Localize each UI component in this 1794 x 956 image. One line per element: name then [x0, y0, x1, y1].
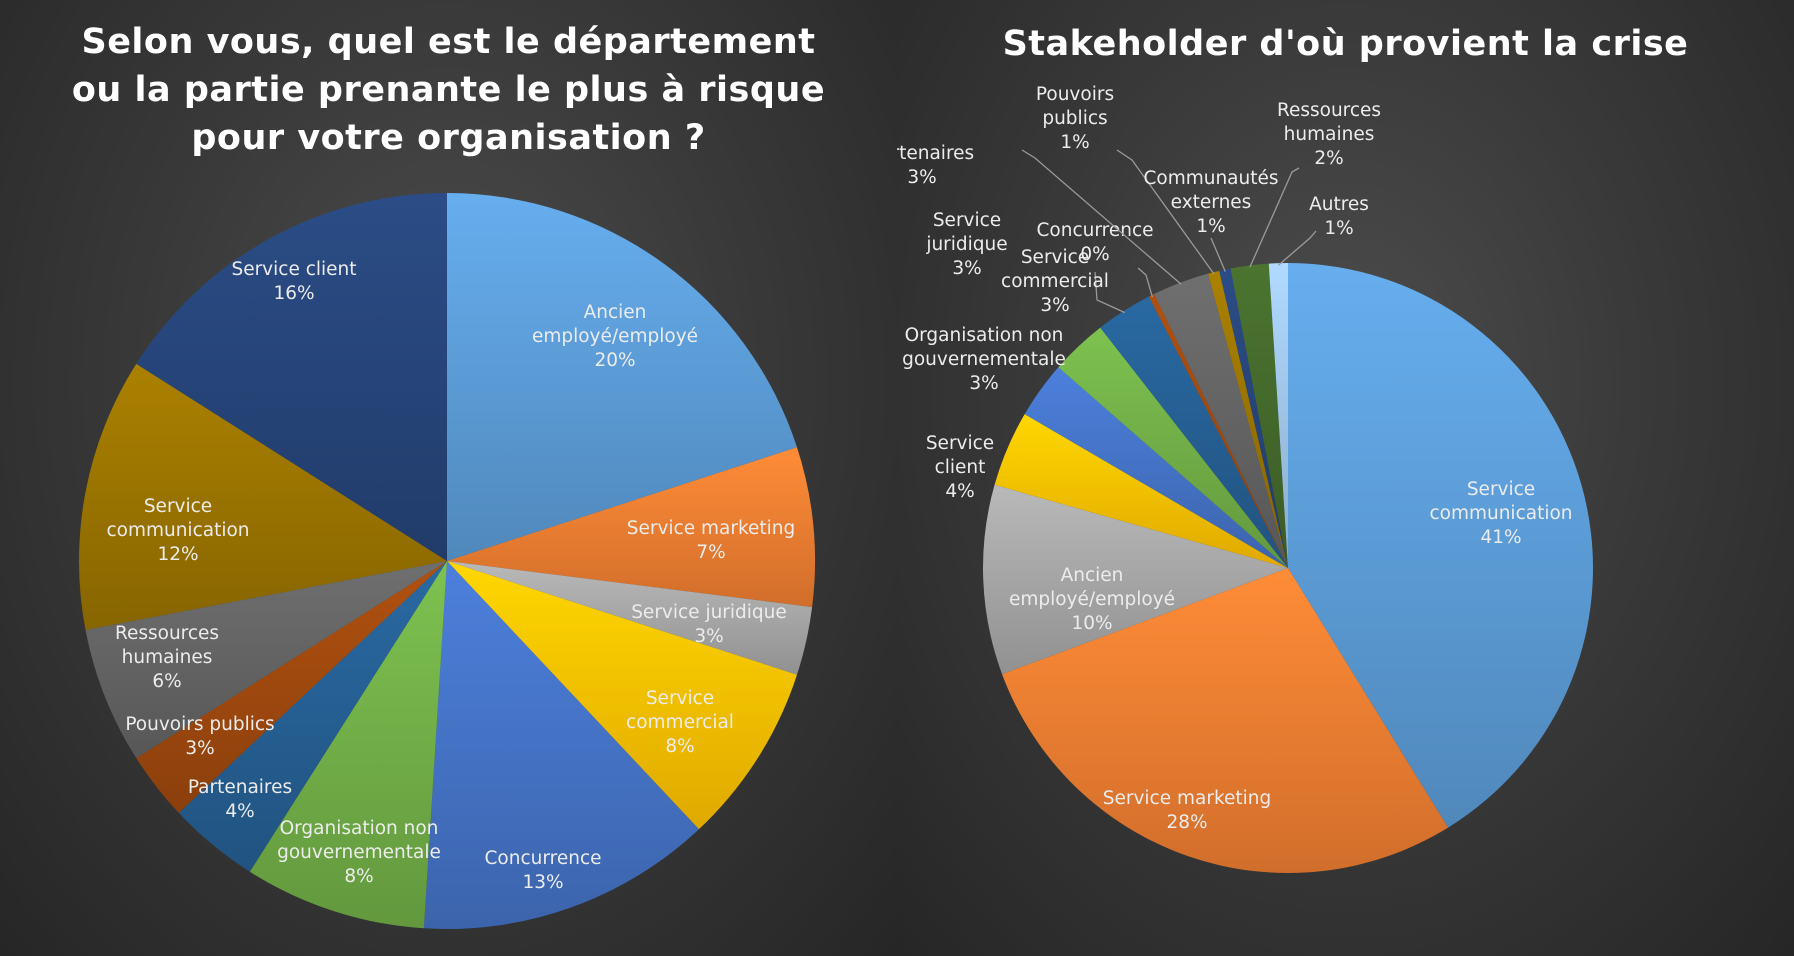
pie-slice-ancien-employe-employe — [447, 193, 797, 561]
pie-slice-service-marketing — [447, 447, 816, 608]
data-label-service-client: Service client 4% — [926, 433, 994, 502]
pie-slice-organisation-non-gouvernementale — [1024, 367, 1288, 568]
data-label-pouvoirs-publics: Pouvoirs publics 3% — [125, 714, 274, 759]
pie-slice-service-commercial — [447, 561, 797, 830]
pie-slice-partenaires — [1154, 273, 1288, 568]
leader-line-service-commercial — [1094, 271, 1126, 314]
data-label-ancien-employe-employe: Ancien employé/employé 10% — [1009, 565, 1175, 634]
data-label-autres: Autres 1% — [1309, 194, 1369, 239]
pie-slice-service-communication — [1288, 263, 1593, 828]
data-label-partenaires: Partenaires 4% — [188, 777, 292, 822]
pie-slice-communautes-externes — [1219, 268, 1288, 568]
leader-line-communautes-externes — [1210, 237, 1226, 272]
pie-slice-service-client — [994, 414, 1288, 568]
data-label-ressources-humaines: Ressources humaines 2% — [1277, 100, 1381, 169]
pie-slice-pouvoirs-publics — [136, 561, 448, 813]
pie-slice-partenaires — [178, 561, 448, 872]
left-pie-chart: Ancien employé/employé 20% Service marketin… — [79, 193, 816, 929]
leader-line-partenaires — [1021, 149, 1182, 285]
pie-slice-organisation-non-gouvernementale — [249, 561, 447, 929]
data-label-communautes-externes: Communautés externes 1% — [1143, 168, 1278, 237]
right-chart-panel: Stakeholder d'où provient la crise Servi… — [897, 0, 1794, 956]
data-label-service-juridique: Service juridique 3% — [631, 602, 787, 647]
data-label-concurrence: Concurrence 13% — [485, 848, 602, 893]
left-chart-panel: Selon vous, quel est le département ou l… — [0, 0, 898, 956]
pie-slice-ancien-employe-employe — [983, 484, 1288, 675]
leader-line-pouvoirs-publics — [1116, 149, 1215, 275]
right-pie-chart: Service communication 41% Service marketing… — [897, 84, 1593, 873]
data-label-service-marketing: Service marketing 7% — [627, 518, 796, 563]
pie-slice-service-client — [136, 193, 448, 561]
data-label-ancien-employe-employe: Ancien employé/employé 20% — [532, 302, 698, 371]
pie-slice-concurrence — [1148, 293, 1288, 568]
leader-line-concurrence — [1137, 267, 1154, 298]
data-label-organisation-non-gouvernementale: Organisation non gouvernementale 8% — [277, 818, 441, 887]
data-label-partenaires: Partenaires3% — [897, 143, 974, 188]
pie-slice-service-juridique — [1058, 327, 1288, 568]
data-label-service-communication: Service communication 12% — [106, 496, 249, 565]
pie-slice-autres — [1268, 263, 1288, 568]
data-label-service-communication: Service communication 41% — [1429, 479, 1572, 548]
data-label-service-commercial: Service commercial 3% — [1001, 247, 1109, 316]
data-label-service-client: Service client 16% — [231, 259, 356, 304]
pie-slice-pouvoirs-publics — [1208, 270, 1288, 568]
pie-slice-ressources-humaines — [1230, 263, 1288, 568]
right-chart-title: Stakeholder d'où provient la crise — [1002, 24, 1689, 64]
data-label-pouvoirs-publics: Pouvoirs publics 1% — [1036, 84, 1114, 153]
data-label-service-commercial: Service commercial 8% — [626, 688, 734, 757]
data-label-organisation-non-gouvernementale: Organisation non gouvernementale 3% — [902, 325, 1066, 394]
left-chart-title: Selon vous, quel est le département ou l… — [71, 22, 826, 158]
data-label-service-juridique: Service juridique 3% — [925, 210, 1007, 279]
pie-slice-ressources-humaines — [85, 561, 448, 759]
pie-slice-service-marketing — [1002, 568, 1449, 873]
pie-slice-service-juridique — [447, 561, 813, 675]
pie-slice-concurrence — [423, 561, 699, 929]
leader-line-ressources-humaines — [1249, 167, 1300, 268]
leader-line-autres — [1277, 230, 1317, 266]
pie-slice-service-commercial — [1100, 296, 1288, 568]
data-label-ressources-humaines: Ressources humaines 6% — [115, 623, 219, 692]
data-label-service-marketing: Service marketing 28% — [1103, 788, 1272, 833]
pie-slice-service-communication — [79, 363, 447, 630]
